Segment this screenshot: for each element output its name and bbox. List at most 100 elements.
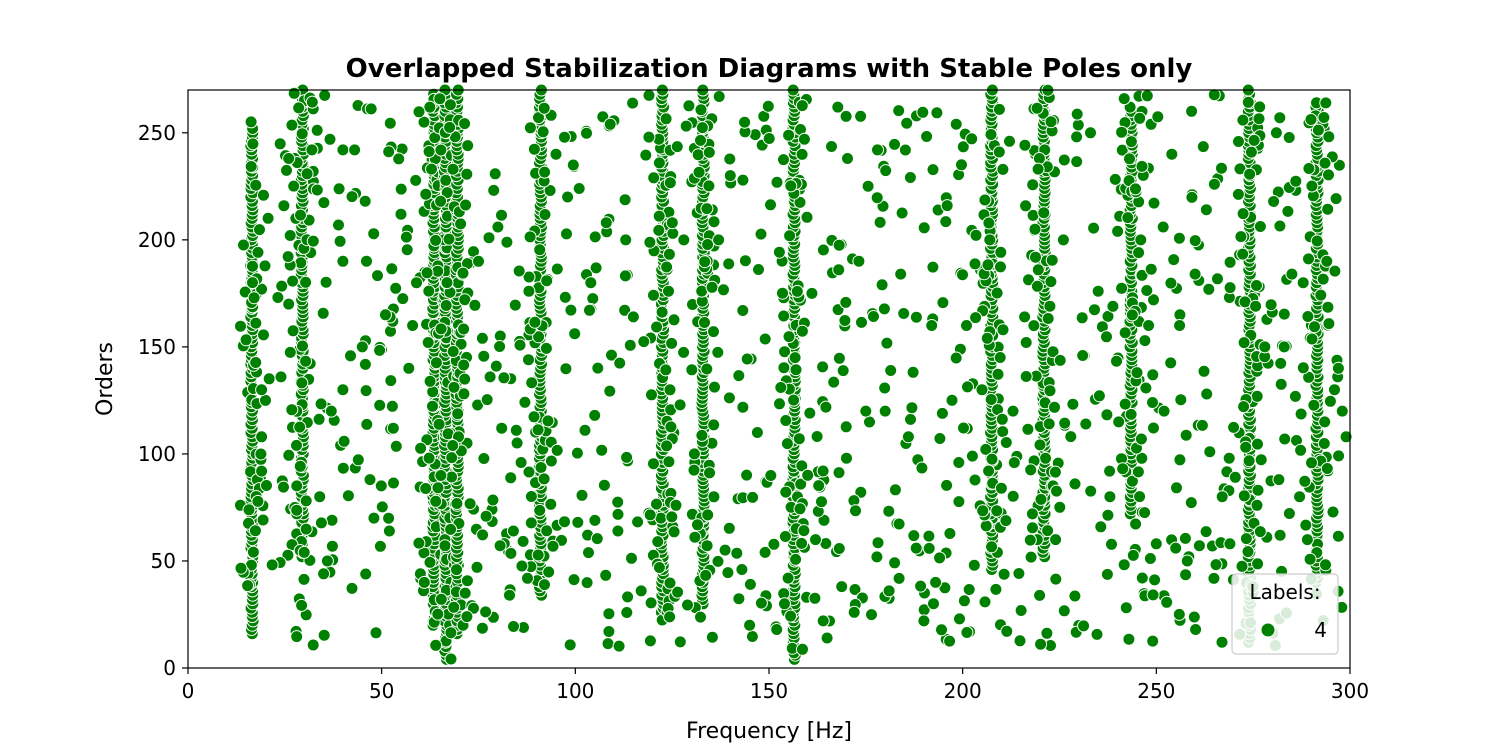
data-point xyxy=(984,393,998,406)
data-point xyxy=(1050,484,1063,498)
data-point xyxy=(955,158,968,172)
data-point xyxy=(673,398,687,412)
data-point xyxy=(643,235,657,249)
data-point xyxy=(259,393,272,407)
data-point xyxy=(1070,130,1084,144)
legend-marker xyxy=(1260,622,1276,638)
data-point xyxy=(282,152,296,165)
data-point xyxy=(1091,284,1105,298)
data-point xyxy=(758,545,772,559)
data-point xyxy=(795,99,809,113)
data-point xyxy=(470,560,484,574)
data-point xyxy=(659,112,673,126)
data-point xyxy=(1025,507,1039,521)
data-point xyxy=(1242,454,1256,468)
data-point xyxy=(1228,470,1242,484)
data-point xyxy=(1132,246,1146,260)
data-point xyxy=(673,635,687,649)
data-point xyxy=(967,558,981,572)
data-point xyxy=(1030,279,1044,293)
data-point xyxy=(597,478,611,492)
data-point xyxy=(705,630,719,644)
data-point xyxy=(793,195,807,209)
data-point xyxy=(1237,336,1251,350)
data-point xyxy=(1045,253,1059,267)
data-point xyxy=(1125,308,1139,322)
data-point xyxy=(558,290,572,304)
data-point xyxy=(662,455,676,469)
data-point xyxy=(702,179,716,193)
data-point xyxy=(277,480,290,494)
data-point xyxy=(385,399,399,413)
data-point xyxy=(351,453,365,467)
data-point xyxy=(497,371,511,385)
data-point xyxy=(990,286,1004,300)
data-point xyxy=(386,421,400,435)
data-point xyxy=(960,626,974,639)
data-point xyxy=(1013,634,1027,648)
data-point xyxy=(788,351,802,365)
data-point xyxy=(341,489,355,503)
data-point xyxy=(1188,267,1202,281)
data-point xyxy=(1041,524,1055,538)
data-point xyxy=(940,199,954,213)
data-point xyxy=(790,284,804,298)
data-point xyxy=(1317,111,1331,124)
data-point xyxy=(419,482,433,495)
data-point xyxy=(922,541,936,555)
data-point xyxy=(1139,381,1153,395)
data-point xyxy=(854,485,868,499)
data-point xyxy=(544,454,558,468)
data-point xyxy=(1254,453,1268,467)
data-point xyxy=(518,395,532,409)
data-point xyxy=(292,101,306,115)
data-point xyxy=(832,238,846,252)
data-point xyxy=(286,274,300,288)
data-point xyxy=(290,479,304,493)
data-point xyxy=(895,206,909,220)
data-point xyxy=(707,325,720,339)
y-axis-ticks: 0 50 100 150 200 250 xyxy=(138,121,188,680)
data-point xyxy=(662,284,675,298)
data-point xyxy=(787,393,801,407)
data-point xyxy=(956,140,970,154)
data-point xyxy=(412,536,426,550)
data-point xyxy=(642,130,656,144)
data-point xyxy=(917,614,931,628)
data-point xyxy=(1066,397,1080,411)
data-point xyxy=(795,536,809,550)
data-point xyxy=(875,278,889,292)
data-point xyxy=(355,340,369,354)
data-point xyxy=(779,485,793,499)
data-point xyxy=(647,171,661,185)
data-point xyxy=(789,552,803,566)
data-point xyxy=(447,380,461,394)
data-point xyxy=(1187,610,1201,624)
data-point xyxy=(1043,384,1057,398)
data-point xyxy=(1112,415,1126,429)
data-point xyxy=(461,139,475,153)
data-point xyxy=(1169,541,1183,555)
data-point xyxy=(1299,518,1313,532)
data-point xyxy=(1100,408,1114,422)
data-point xyxy=(870,191,884,205)
data-point xyxy=(1251,483,1265,497)
data-point xyxy=(1118,326,1132,340)
data-point xyxy=(410,276,423,290)
data-point xyxy=(925,319,939,332)
data-point xyxy=(623,338,637,352)
data-point xyxy=(1328,383,1341,397)
data-point xyxy=(750,426,764,439)
data-point xyxy=(664,420,678,434)
data-point xyxy=(699,568,713,582)
data-point xyxy=(1311,123,1325,137)
data-point xyxy=(1322,168,1335,182)
data-point xyxy=(396,292,410,306)
data-point xyxy=(299,494,313,508)
data-point xyxy=(1331,361,1345,375)
data-point xyxy=(1305,332,1319,346)
data-point xyxy=(323,132,337,146)
data-point xyxy=(482,231,496,245)
data-point xyxy=(459,198,473,212)
